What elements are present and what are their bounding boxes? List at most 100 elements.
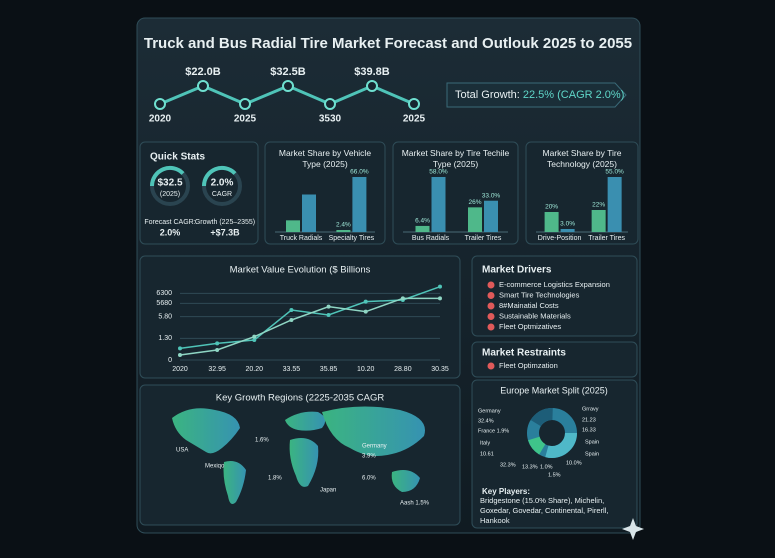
panel-title: Quick Stats	[150, 152, 205, 163]
map-label: USA	[176, 448, 188, 454]
chart-title-box: Market Share by Tire Techile Type (2025)	[402, 148, 510, 169]
value-label: 3.0%	[560, 221, 575, 228]
map-label: Germany	[362, 444, 387, 450]
bar	[468, 207, 482, 232]
donut-label: 21.23	[582, 417, 596, 423]
bar	[560, 229, 575, 232]
drivers-panel	[471, 255, 638, 337]
map-label: 3.9%	[362, 454, 376, 460]
point	[438, 284, 442, 289]
bar	[431, 177, 446, 232]
value-label: 2.4%	[336, 222, 351, 229]
y-tick-label: 5.80	[158, 314, 172, 321]
panel-title: Europe Market Split (2025)	[500, 385, 608, 395]
map-label: 1.6%	[255, 438, 269, 444]
growth-label: Total Growth: 22.5% (CAGR 2.0%)	[455, 89, 624, 101]
bar	[302, 194, 316, 232]
donut-label: 1.0%	[540, 464, 553, 470]
key-players: Bridgestone (15.0% Share), Michelin, Gox…	[480, 496, 608, 525]
point	[400, 296, 405, 301]
stat-label: Growth (225–2355)	[195, 219, 255, 226]
bar	[544, 212, 559, 232]
timeline-node	[154, 98, 166, 110]
bar	[336, 230, 351, 232]
value-label: 20%	[545, 204, 558, 211]
bullet-icon	[487, 313, 495, 320]
bullet-icon	[487, 292, 495, 299]
list-item: Fleet Optmizatives	[499, 322, 561, 331]
category-label: Trailer Tires	[465, 235, 502, 242]
point	[178, 346, 182, 351]
value-label: 66.0%	[350, 169, 369, 176]
donut-label: Germany	[478, 408, 501, 414]
growth-arrow	[446, 82, 627, 108]
title: Truck and Bus Radial Tire Market Forecas…	[144, 35, 632, 52]
category-label: Truck Radials	[280, 235, 323, 242]
y-tick-label: 5680	[156, 300, 172, 307]
point	[252, 338, 257, 342]
stat-label: Forecast CAGR:	[144, 219, 195, 226]
bar	[484, 200, 498, 232]
continent	[289, 438, 319, 487]
list-item: Smart Tire Technologies	[499, 290, 580, 299]
timeline-node	[324, 98, 336, 110]
bar	[415, 225, 430, 232]
donut-label: Spain	[585, 439, 599, 445]
gauge-sub: CAGR	[212, 191, 232, 198]
bullet-icon	[487, 281, 495, 289]
point	[326, 313, 331, 317]
value-label: 26%	[468, 199, 481, 206]
timeline-year: 3530	[319, 114, 342, 125]
x-tick-label: 20.20	[246, 366, 264, 373]
donut-label: 32.4%	[478, 418, 494, 424]
map-label: Mexiqo	[205, 464, 225, 470]
point	[215, 341, 220, 346]
continent	[391, 470, 420, 492]
map-label: Japan	[320, 488, 336, 494]
line	[179, 297, 440, 356]
point	[363, 299, 368, 304]
x-tick-label: 33.55	[283, 366, 301, 373]
donut-slice	[527, 408, 577, 458]
donut	[527, 408, 577, 458]
chart-title-box: Market Share by Tire Technology (2025)	[543, 148, 622, 169]
point	[252, 334, 257, 339]
point	[326, 304, 331, 309]
bullet-icon	[487, 302, 495, 310]
donut-label: 10.0%	[566, 460, 582, 466]
point	[289, 318, 294, 322]
chart-title: Market Share by Vehicle Type (2025)	[278, 148, 372, 169]
donut-label: Grravy	[582, 406, 599, 412]
chart-title-box: Market Share by Vehicle Type (2025)	[278, 148, 372, 169]
donut-label: 10.61	[480, 451, 494, 457]
map-label: Aash 1.5%	[400, 501, 430, 507]
chart-title: Market Value Evolution ($ Billions	[230, 265, 371, 276]
timeline-node	[239, 98, 251, 110]
timeline-year: 2025	[234, 114, 257, 125]
timeline-value: $39.8B	[354, 66, 390, 78]
timeline-node	[282, 80, 294, 92]
timeline-year: 2020	[149, 114, 172, 125]
value-label: 6.4%	[415, 218, 430, 225]
timeline-value: $32.5B	[270, 66, 306, 78]
x-tick-label: 30.35	[431, 366, 449, 373]
donut-label: 13.3%	[522, 464, 538, 470]
x-tick-label: 2020	[172, 366, 188, 373]
stat-value: +$7.3B	[210, 227, 240, 237]
gauge-value: $32.5	[157, 178, 182, 189]
stat-value: 2.0%	[160, 227, 181, 237]
timeline-node	[408, 98, 420, 110]
value-label: 22%	[592, 202, 605, 209]
gauge-arc	[149, 166, 185, 187]
timeline-value: $22.0B	[185, 66, 221, 78]
gauge-arc	[201, 166, 237, 187]
value-label: 58.0%	[429, 169, 448, 176]
bar	[591, 210, 606, 232]
point	[438, 296, 442, 301]
sparkle-icon	[622, 518, 644, 540]
value-label: 33.0%	[482, 192, 501, 199]
value-label: 55.0%	[605, 169, 624, 176]
list-item: Fleet Optimzation	[499, 361, 558, 370]
list-item: Sustainable Materials	[499, 311, 571, 320]
